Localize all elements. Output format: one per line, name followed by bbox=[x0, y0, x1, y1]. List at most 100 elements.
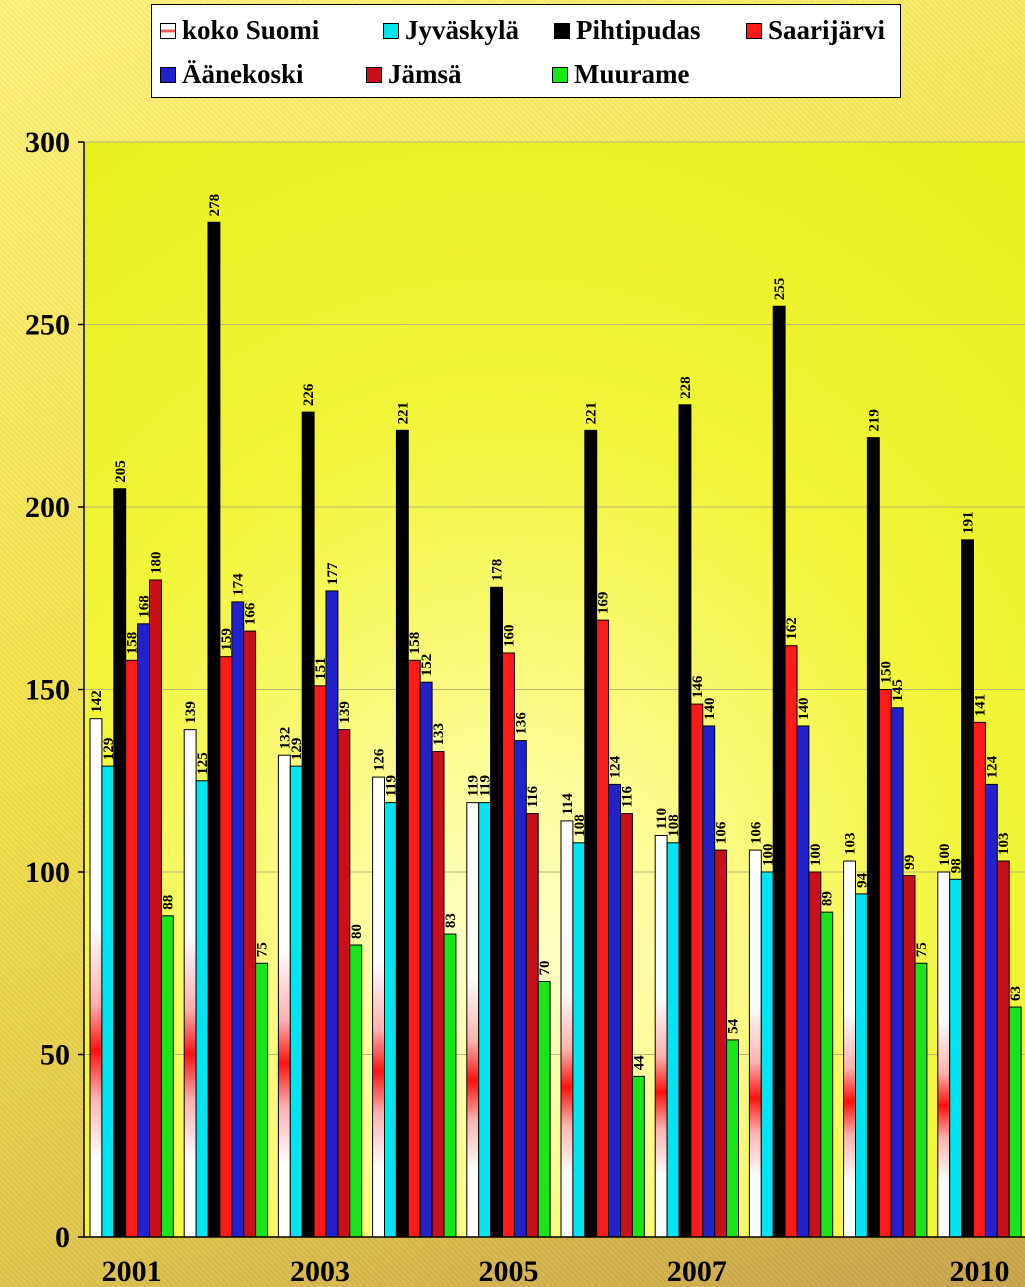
legend-swatch-koko-suomi bbox=[160, 22, 176, 39]
bar-jyväskylä-2003 bbox=[289, 765, 303, 1238]
data-label: 221 bbox=[584, 402, 600, 425]
bar-saarijärvi-2007 bbox=[690, 703, 704, 1238]
data-label: 63 bbox=[1008, 986, 1024, 1001]
data-label: 159 bbox=[219, 628, 235, 651]
bar-koko-suomi-2002 bbox=[183, 729, 197, 1238]
bar-saarijärvi-2001 bbox=[125, 659, 139, 1238]
bar-pihtipudas-2008 bbox=[772, 305, 786, 1238]
data-label: 98 bbox=[949, 858, 965, 873]
bar-äänekoski-2007 bbox=[702, 725, 716, 1238]
bar-koko-suomi-2008 bbox=[748, 849, 762, 1238]
legend-swatch-jyvaskyla bbox=[383, 22, 399, 39]
data-label: 169 bbox=[596, 592, 612, 615]
data-labels: 142 139 132 126 119 114 110 106 103 100 129 125 129 1… bbox=[89, 194, 1024, 1071]
bar-pihtipudas-2003 bbox=[301, 411, 315, 1238]
data-label: 110 bbox=[654, 808, 670, 830]
data-label: 54 bbox=[726, 1018, 742, 1034]
data-label: 94 bbox=[854, 872, 870, 888]
x-tick-label: 2003 bbox=[290, 1255, 350, 1287]
data-label: 129 bbox=[289, 738, 305, 761]
legend-label-jamsa: Jämsä bbox=[388, 59, 462, 89]
legend-item-jyvaskyla: Jyväskylä bbox=[383, 15, 519, 46]
bar-koko-suomi-2003 bbox=[277, 754, 291, 1238]
data-label: 89 bbox=[820, 891, 836, 906]
bar-äänekoski-2006 bbox=[608, 783, 621, 1238]
legend-label-jyvaskyla: Jyväskylä bbox=[405, 15, 520, 45]
data-label: 160 bbox=[501, 625, 517, 648]
bar-jämsä-2006 bbox=[620, 813, 633, 1238]
data-label: 140 bbox=[702, 698, 718, 721]
bar-muurame-2002 bbox=[255, 962, 269, 1238]
data-label: 116 bbox=[525, 785, 541, 807]
data-label: 158 bbox=[125, 632, 141, 655]
legend-item-pihtipudas: Pihtipudas bbox=[554, 15, 701, 46]
data-label: 75 bbox=[914, 942, 930, 957]
data-label: 141 bbox=[972, 694, 988, 717]
data-label: 140 bbox=[796, 698, 812, 721]
data-label: 125 bbox=[195, 752, 211, 775]
data-label: 162 bbox=[784, 617, 800, 640]
bar-koko-suomi-2006 bbox=[560, 820, 574, 1238]
data-label: 139 bbox=[337, 701, 353, 724]
data-label: 136 bbox=[513, 712, 529, 735]
data-label: 103 bbox=[843, 833, 859, 856]
legend-item-saarijarvi: Saarijärvi bbox=[746, 15, 885, 46]
bar-saarijärvi-2008 bbox=[784, 645, 798, 1238]
y-tick-label: 150 bbox=[25, 674, 70, 707]
bar-jämsä-2003 bbox=[337, 729, 351, 1238]
y-tick-label: 0 bbox=[55, 1221, 70, 1254]
legend-swatch-jamsa bbox=[366, 66, 382, 83]
data-label: 108 bbox=[666, 814, 682, 837]
bar-muurame-2010 bbox=[1008, 1006, 1022, 1238]
legend-label-saarijarvi: Saarijärvi bbox=[768, 15, 885, 45]
data-label: 139 bbox=[183, 701, 199, 724]
data-label: 106 bbox=[748, 821, 764, 844]
bar-jyväskylä-2005 bbox=[478, 802, 492, 1238]
bar-saarijärvi-2005 bbox=[502, 652, 515, 1238]
data-label: 168 bbox=[137, 595, 153, 618]
bar-muurame-2005 bbox=[537, 981, 551, 1238]
data-label: 177 bbox=[325, 562, 341, 585]
legend-item-jamsa: Jämsä bbox=[366, 59, 462, 90]
data-label: 142 bbox=[89, 690, 105, 713]
bar-äänekoski-2004 bbox=[419, 681, 433, 1238]
bar-jyväskylä-2009 bbox=[855, 893, 868, 1238]
data-label: 70 bbox=[537, 961, 553, 976]
data-label: 114 bbox=[560, 793, 576, 815]
data-label: 191 bbox=[961, 511, 977, 534]
legend-label-aanekoski: Äänekoski bbox=[182, 59, 304, 89]
bar-äänekoski-2008 bbox=[796, 725, 810, 1238]
bar-koko-suomi-2007 bbox=[654, 835, 668, 1238]
data-label: 100 bbox=[808, 844, 824, 867]
data-label: 205 bbox=[113, 460, 129, 483]
bar-jämsä-2004 bbox=[431, 751, 445, 1238]
data-label: 106 bbox=[714, 821, 730, 844]
bar-jyväskylä-2001 bbox=[101, 765, 115, 1238]
bar-jämsä-2008 bbox=[808, 871, 822, 1238]
data-label: 174 bbox=[231, 573, 247, 596]
legend-item-muurame: Muurame bbox=[552, 59, 689, 90]
bar-pihtipudas-2002 bbox=[207, 221, 221, 1238]
data-label: 99 bbox=[902, 855, 918, 870]
data-label: 119 bbox=[478, 775, 494, 797]
legend-swatch-muurame bbox=[552, 66, 568, 83]
data-label: 80 bbox=[349, 924, 365, 939]
bar-jyväskylä-2007 bbox=[666, 842, 680, 1238]
bar-jyväskylä-2004 bbox=[384, 802, 397, 1238]
bar-muurame-2003 bbox=[349, 944, 363, 1238]
data-label: 133 bbox=[431, 723, 447, 746]
bar-koko-suomi-2010 bbox=[937, 871, 951, 1238]
bar-koko-suomi-2001 bbox=[89, 718, 103, 1238]
data-label: 100 bbox=[937, 844, 953, 867]
bar-saarijärvi-2003 bbox=[313, 685, 327, 1238]
legend-item-aanekoski: Äänekoski bbox=[160, 59, 304, 90]
bar-koko-suomi-2009 bbox=[843, 860, 856, 1238]
data-label: 44 bbox=[631, 1055, 647, 1071]
y-tick-label: 50 bbox=[40, 1039, 70, 1072]
bar-jyväskylä-2002 bbox=[195, 780, 209, 1238]
bar-muurame-2008 bbox=[820, 911, 834, 1238]
bar-saarijärvi-2010 bbox=[973, 721, 986, 1238]
bar-saarijärvi-2002 bbox=[219, 656, 233, 1238]
data-label: 228 bbox=[678, 376, 694, 399]
data-label: 180 bbox=[148, 552, 164, 575]
